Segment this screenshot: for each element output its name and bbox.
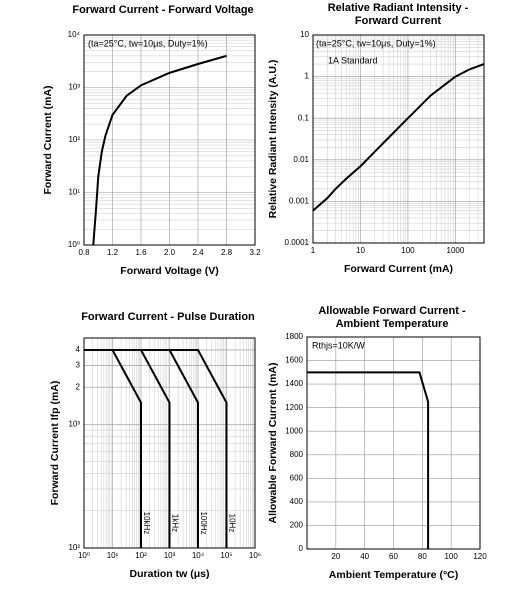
x-tick-label: 60 — [389, 552, 398, 561]
y-tick-label: 1400 — [285, 379, 303, 388]
y-tick-label: 3 — [76, 361, 81, 370]
annotation: 1A Standard — [328, 55, 378, 65]
legend-label: 1kHz — [170, 514, 179, 532]
x-tick-label: 80 — [418, 552, 427, 561]
y-axis-label: Forward Current (mA) — [42, 85, 54, 194]
y-tick-label: 0.01 — [293, 155, 309, 164]
x-tick-label: 2.4 — [192, 248, 204, 257]
y-tick-label: 400 — [290, 497, 304, 506]
x-tick-label: 10 — [356, 246, 365, 255]
chart-title: Forward Current - Pulse Duration — [81, 311, 255, 323]
y-tick-label: 0.1 — [298, 113, 310, 122]
x-tick-label: 1.6 — [135, 248, 147, 257]
y-tick-label: 0 — [299, 544, 304, 553]
x-tick-label: 10⁶ — [249, 551, 261, 560]
y-tick-label: 1000 — [285, 426, 303, 435]
legend-label: 10kHz — [142, 512, 151, 535]
y-tick-label: 800 — [290, 450, 304, 459]
y-tick-label: 200 — [290, 521, 304, 530]
x-axis-label: Forward Current (mA) — [344, 263, 453, 275]
data-line — [307, 371, 430, 549]
data-line — [92, 54, 227, 246]
y-tick-label: 10⁰ — [68, 240, 80, 249]
y-tick-label: 600 — [290, 473, 304, 482]
x-tick-label: 40 — [360, 552, 369, 561]
chart-title: Forward Current - Forward Voltage — [72, 4, 253, 16]
annotation: (ta=25°C, tw=10μs, Duty=1%) — [316, 38, 436, 48]
y-tick-label: 1600 — [285, 356, 303, 365]
x-axis-label: Ambient Temperature (°C) — [329, 569, 458, 581]
y-tick-label: 1800 — [285, 332, 303, 341]
chart-title: Relative Radiant Intensity - — [328, 2, 469, 14]
x-tick-label: 100 — [401, 246, 415, 255]
plot-frame — [306, 336, 481, 550]
plot-frame — [83, 34, 256, 246]
y-tick-label: 0.001 — [289, 197, 310, 206]
y-tick-label: 1 — [305, 72, 310, 81]
x-tick-label: 1 — [311, 246, 316, 255]
y-tick-label: 10³ — [68, 420, 80, 429]
x-tick-label: 0.8 — [78, 248, 90, 257]
data-line — [84, 348, 171, 548]
x-tick-label: 20 — [331, 552, 340, 561]
x-tick-label: 100 — [444, 552, 458, 561]
chart-title: Ambient Temperature — [336, 318, 449, 330]
y-tick-label: 10³ — [68, 83, 80, 92]
chart-title: Forward Current — [355, 15, 442, 27]
y-tick-label: 2 — [76, 382, 81, 391]
x-axis-label: Duration tw (μs) — [130, 568, 210, 580]
x-tick-label: 1.2 — [107, 248, 119, 257]
y-tick-label: 0.0001 — [285, 238, 310, 247]
y-axis-label: Forward Current Ifp (mA) — [49, 381, 61, 506]
y-tick-label: 4 — [76, 345, 81, 354]
data-line — [84, 348, 228, 548]
y-tick-label: 10² — [68, 135, 80, 144]
x-tick-label: 3.2 — [249, 248, 261, 257]
y-tick-label: 1200 — [285, 403, 303, 412]
data-line — [312, 63, 485, 212]
x-tick-label: 2.0 — [164, 248, 176, 257]
x-axis-label: Forward Voltage (V) — [120, 265, 218, 277]
annotation: (ta=25°C, tw=10μs, Duty=1%) — [88, 38, 208, 48]
x-tick-label: 10³ — [164, 551, 176, 560]
legend-label: 100Hz — [199, 511, 208, 534]
y-axis-label: Relative Radiant Intensity (A.U.) — [267, 60, 279, 219]
y-tick-label: 10¹ — [68, 188, 80, 197]
y-tick-label: 10⁴ — [68, 30, 81, 39]
x-tick-label: 1000 — [447, 246, 465, 255]
y-tick-label: 10² — [68, 543, 80, 552]
x-tick-label: 10⁰ — [78, 551, 90, 560]
legend-label: 10Hz — [227, 514, 236, 533]
plot-frame — [312, 34, 485, 244]
x-tick-label: 10² — [135, 551, 147, 560]
x-tick-label: 10⁵ — [220, 551, 232, 560]
x-tick-label: 120 — [473, 552, 487, 561]
x-tick-label: 2.8 — [221, 248, 233, 257]
x-tick-label: 10¹ — [107, 551, 119, 560]
annotation: Rthjs=10K/W — [312, 340, 365, 350]
chart-title: Allowable Forward Current - — [318, 305, 466, 317]
y-axis-label: Allowable Forward Current (mA) — [267, 362, 279, 523]
x-tick-label: 10⁴ — [192, 551, 205, 560]
y-tick-label: 10 — [300, 30, 309, 39]
